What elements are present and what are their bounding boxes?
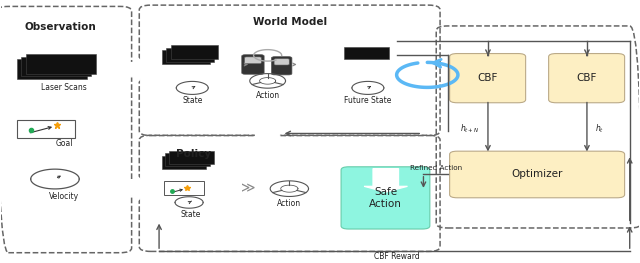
FancyBboxPatch shape bbox=[344, 47, 389, 59]
FancyBboxPatch shape bbox=[162, 156, 206, 169]
Text: $h_t$: $h_t$ bbox=[595, 122, 604, 134]
FancyBboxPatch shape bbox=[548, 54, 625, 103]
FancyArrow shape bbox=[246, 122, 289, 137]
FancyBboxPatch shape bbox=[21, 57, 92, 76]
Text: Action: Action bbox=[255, 90, 280, 99]
Text: ≫: ≫ bbox=[241, 181, 256, 195]
Text: $h_{t+N}$: $h_{t+N}$ bbox=[460, 122, 479, 134]
FancyArrow shape bbox=[364, 169, 408, 192]
FancyBboxPatch shape bbox=[164, 181, 204, 195]
FancyBboxPatch shape bbox=[271, 57, 292, 75]
FancyBboxPatch shape bbox=[26, 54, 96, 74]
Text: Action: Action bbox=[277, 199, 301, 208]
Text: Optimizer: Optimizer bbox=[511, 169, 563, 179]
FancyArrow shape bbox=[125, 177, 150, 200]
Text: Policy: Policy bbox=[176, 149, 211, 159]
Text: Laser Scans: Laser Scans bbox=[41, 83, 87, 92]
FancyArrow shape bbox=[125, 58, 150, 82]
Text: Future State: Future State bbox=[344, 96, 392, 105]
Text: State: State bbox=[181, 210, 201, 219]
FancyBboxPatch shape bbox=[244, 57, 261, 64]
FancyBboxPatch shape bbox=[17, 59, 87, 79]
FancyBboxPatch shape bbox=[166, 153, 210, 166]
Text: Safe
Action: Safe Action bbox=[369, 187, 402, 209]
FancyBboxPatch shape bbox=[274, 59, 289, 65]
Text: State: State bbox=[182, 96, 202, 105]
Text: CBF: CBF bbox=[577, 73, 597, 83]
Text: CBF: CBF bbox=[477, 73, 498, 83]
Text: World Model: World Model bbox=[253, 17, 327, 27]
FancyBboxPatch shape bbox=[17, 120, 75, 138]
Text: CBF Reward: CBF Reward bbox=[374, 252, 419, 261]
Text: Observation: Observation bbox=[24, 22, 96, 32]
FancyBboxPatch shape bbox=[450, 54, 525, 103]
Text: Refined Action: Refined Action bbox=[410, 165, 462, 171]
FancyBboxPatch shape bbox=[166, 48, 214, 62]
FancyBboxPatch shape bbox=[171, 45, 218, 59]
FancyBboxPatch shape bbox=[242, 55, 264, 74]
FancyBboxPatch shape bbox=[341, 167, 430, 229]
FancyBboxPatch shape bbox=[162, 50, 209, 64]
FancyBboxPatch shape bbox=[170, 151, 214, 164]
FancyBboxPatch shape bbox=[450, 151, 625, 198]
Text: Goal: Goal bbox=[55, 139, 73, 148]
Text: Velocity: Velocity bbox=[49, 192, 79, 201]
